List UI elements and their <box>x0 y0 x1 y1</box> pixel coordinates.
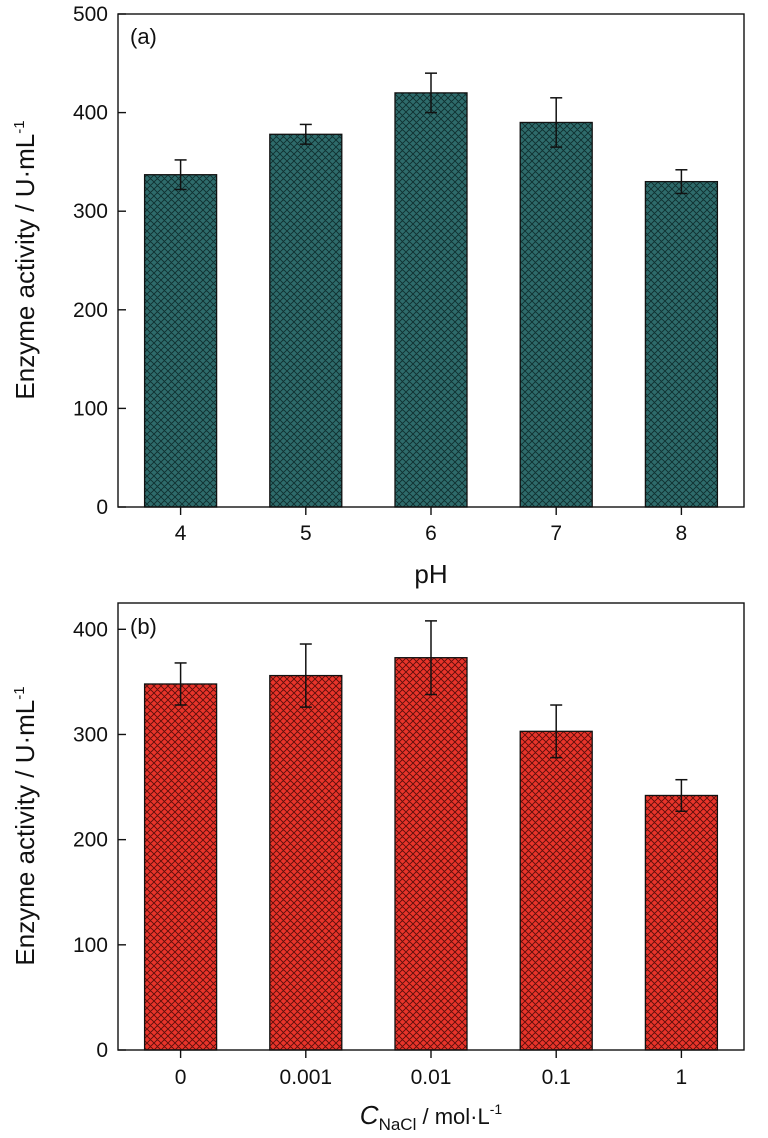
panel-a-bar-6 <box>394 92 468 508</box>
panel-a-y-axis-title-sup: -1 <box>11 120 28 133</box>
panel-a-x-axis-title: pH <box>414 559 447 589</box>
panel-a-bar-8 <box>644 180 719 508</box>
panel-b-x-axis-title: CNaCl / mol·L-1 <box>360 1100 503 1134</box>
panel-a-y-tick-label: 100 <box>73 397 108 420</box>
panel-b-x-tick-label: 1 <box>676 1066 688 1089</box>
panel-b-bar-1 <box>644 794 719 1051</box>
panel-b-y-axis-title-sup: -1 <box>11 686 28 699</box>
panel-b-bar-0.01 <box>394 657 468 1051</box>
panel-a-y-tick-label: 300 <box>73 200 108 223</box>
panel-b-bar-0.001 <box>269 674 343 1051</box>
panel-b-y-tick-label: 0 <box>96 1039 108 1062</box>
panel-b-bar-0.1 <box>519 730 593 1051</box>
panel-b-x-tick-label: 0.01 <box>411 1066 452 1089</box>
panel-b-x-axis-title-sup: -1 <box>490 1101 503 1117</box>
panel-b-x-tick-label: 0.001 <box>280 1066 333 1089</box>
panel-a-y-axis-title-main: Enzyme activity / U·mL <box>10 134 40 400</box>
panel-a-x-tick-label: 8 <box>676 522 688 545</box>
panel-a: 0 100 200 300 400 500 4 5 6 7 8 (a) pH Enzyme acti… <box>10 3 745 589</box>
panel-a-y-axis-title: Enzyme activity / U·mL-1 <box>10 120 40 399</box>
panel-a-marks: 0 100 200 300 400 500 4 5 6 7 8 <box>73 3 719 545</box>
panel-b-y-tick-label: 200 <box>73 829 108 852</box>
panel-b-y-tick-label: 400 <box>73 618 108 641</box>
panel-a-y-tick-label: 0 <box>96 496 108 519</box>
panel-b-y-tick-label: 100 <box>73 934 108 957</box>
panel-b-label: (b) <box>130 614 157 639</box>
panel-a-y-tick-label: 200 <box>73 299 108 322</box>
panel-a-x-tick-label: 4 <box>175 522 187 545</box>
panel-b: 0 100 200 300 400 0 0.001 0.01 0.1 1 (b) CNaCl / … <box>10 602 745 1134</box>
panel-a-label: (a) <box>130 24 157 49</box>
panel-a-bar-7 <box>519 121 593 508</box>
panel-b-plot-frame <box>117 602 745 1051</box>
panel-b-x-axis-title-unit: / mol·L <box>416 1104 489 1129</box>
panel-a-x-tick-label: 7 <box>550 522 562 545</box>
panel-b-x-axis-title-sub: NaCl <box>379 1115 417 1134</box>
panel-b-x-tick-label: 0 <box>175 1066 187 1089</box>
panel-b-bar-0 <box>143 683 218 1051</box>
panel-b-marks: 0 100 200 300 400 0 0.001 0.01 0.1 1 <box>73 618 719 1089</box>
panel-b-x-axis-title-var: C <box>360 1100 379 1130</box>
panel-a-y-tick-label: 500 <box>73 3 108 26</box>
panel-a-x-tick-label: 6 <box>425 522 437 545</box>
panel-b-x-tick-label: 0.1 <box>542 1066 571 1089</box>
panel-b-y-axis-title-main: Enzyme activity / U·mL <box>10 700 40 966</box>
panel-a-plot-frame <box>117 13 745 508</box>
panel-a-x-tick-label: 5 <box>300 522 312 545</box>
panel-b-y-axis-title: Enzyme activity / U·mL-1 <box>10 686 40 965</box>
panel-a-bar-5 <box>269 133 343 508</box>
panel-b-y-tick-label: 300 <box>73 723 108 746</box>
panel-a-y-tick-label: 400 <box>73 102 108 125</box>
panel-a-bar-4 <box>143 174 218 508</box>
